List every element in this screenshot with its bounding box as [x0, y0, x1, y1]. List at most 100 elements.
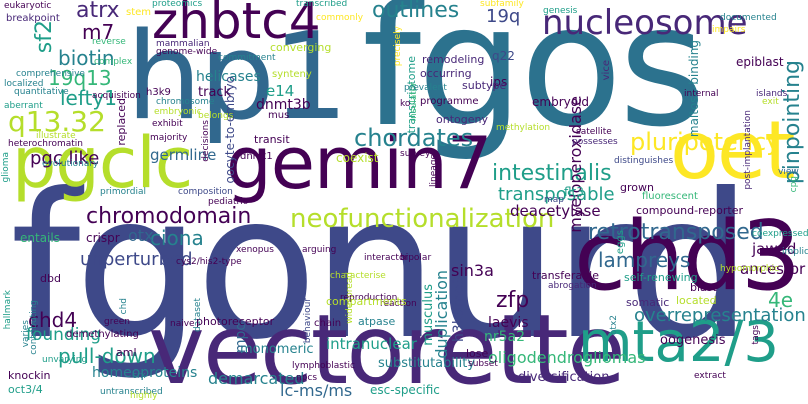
word-illustrate: evolutionary [42, 159, 99, 169]
word-subtype: subtype [462, 79, 507, 92]
word-oct3-4: oct3/4 [8, 383, 43, 396]
word-entails: entails [20, 231, 60, 245]
word-remodeling: remodeling [422, 53, 485, 66]
word-otx: otx [128, 226, 154, 245]
word-precisely: reverse [92, 37, 126, 47]
word-blast: blast [690, 281, 717, 294]
word-q13-32: q13.32 [8, 105, 106, 138]
word-vectorette: vectorette [148, 294, 626, 404]
word-crx: dbd [40, 272, 61, 285]
word-survey: survey [400, 149, 431, 159]
word-view: view [778, 167, 799, 177]
word-zhbtc4: zhbtc4 [152, 0, 321, 50]
word-unperturbed: unperturbed [80, 249, 193, 270]
word-cys2-his2-type: arguing [302, 245, 337, 255]
word-reaction: lymphoblastic [292, 361, 355, 371]
word-proteomics: proteomics [152, 0, 203, 9]
word-germline: germline [150, 146, 217, 164]
word-vice: vice [601, 60, 612, 81]
word-mus: mus [268, 110, 290, 121]
word-substitutability: substitutability [378, 356, 476, 371]
word-ips: ips [490, 75, 508, 89]
word-chd: crx [132, 371, 146, 381]
word-flt3: flt3 [564, 185, 584, 199]
word-xenopus: reproduction [340, 293, 398, 303]
word-chromodomain: chromodomain [86, 204, 252, 229]
word-track: track [198, 85, 232, 100]
word-jawed: jawed [752, 240, 797, 258]
word-majority: embryonic [154, 107, 202, 117]
word-breakpoint: breakpoint [6, 13, 60, 24]
word-chd3: chd3 [574, 202, 801, 312]
word-oligodendrogliomas: oligodendrogliomas [488, 348, 646, 367]
word-genesis: genesis [543, 6, 578, 16]
word-prevalent: precisely [393, 26, 403, 67]
word-pluripotency: pluripotency [630, 128, 781, 156]
word-internal: internal [684, 89, 719, 99]
word-esc-specific: esc-specific [370, 383, 440, 397]
word-islands: islands [756, 89, 788, 99]
word-composition: xenopus [236, 245, 274, 255]
word-subfamily: subfamily [480, 0, 524, 9]
word-behaviour: bipolar [400, 253, 432, 263]
word-exit: exit [762, 97, 779, 107]
word-duplication: duplication [432, 270, 451, 359]
word-commitment: heterochromatin [8, 139, 83, 149]
word-sf2: sf2 [32, 20, 57, 54]
word-hallmark: unvarying [42, 355, 88, 365]
word-transposable: transposable [498, 184, 615, 205]
word-ontogeny: ontogeny [436, 113, 488, 126]
word-map: subset [468, 359, 498, 369]
word-belongs: chromosome [156, 97, 215, 107]
word-crispr: crispr [86, 231, 120, 245]
word-e14: e14 [266, 82, 295, 100]
word-eggs: eggs [615, 230, 626, 255]
word-untranscribed: otx2 [609, 315, 619, 336]
word-nucleosome: nucleosome [542, 3, 748, 43]
word-pull-down: pull-down [58, 344, 156, 368]
word-reverse: comprehensive [16, 69, 85, 79]
word-pediatric: composition [178, 187, 233, 197]
word-intestinalis: intestinalis [492, 161, 612, 186]
word-chordates: chordates [354, 124, 474, 152]
word-compartments: tags [751, 325, 761, 345]
word-mammalian: commitment [218, 53, 276, 63]
word-self-renewing: self-renewing [624, 271, 698, 284]
word-replaced: exhibit [152, 119, 183, 129]
word-heterochromatin: replaced [115, 98, 128, 146]
word-localized: mammalian [156, 39, 210, 49]
word-extract: lineage [429, 154, 439, 188]
word-cpg: cpg [789, 176, 799, 193]
word-dbd: chain [314, 318, 342, 329]
word-h3k9: h3k9 [146, 87, 171, 98]
word-embryoid: embryoid [532, 95, 590, 109]
word-glioma: primordial [100, 187, 146, 197]
word-nonrandom: documented [720, 13, 777, 23]
word-methylation: chd [119, 298, 129, 315]
word-lymphoblastic: interactor [364, 253, 409, 263]
word-dataset: contributing [29, 300, 39, 355]
word-reproduction: abrogation [548, 281, 597, 291]
word-monomeric: monomeric [240, 342, 314, 357]
word-arguing: transferable [532, 269, 599, 282]
word-characterise: aml [116, 346, 137, 359]
word-embryonic: acquisition [92, 91, 141, 101]
word-compound-reporter: compound-reporter [636, 204, 743, 217]
word-gemin7: gemin7 [226, 121, 493, 205]
word-remodelling: methylation [496, 123, 551, 133]
word-fgonurd: fgonurd [10, 151, 753, 384]
word-otx2: located [676, 294, 717, 307]
word-neofunctionalization: neofunctionalization [290, 204, 555, 234]
word-implicated: implicated [782, 247, 808, 257]
word-atrx: atrx [76, 0, 120, 23]
word-stem: stem [126, 7, 152, 18]
word-4e: 4e [768, 288, 794, 312]
word-dnmt1: dnmt1 [240, 151, 273, 162]
word-grown: grown [620, 181, 654, 194]
word-homeoproteins: homeoproteins [92, 365, 198, 381]
word-acquisition: aberrant [4, 101, 43, 111]
word-intranuclear: intranuclear [326, 335, 417, 353]
word-dnmt3b: dnmt3b [256, 97, 311, 113]
word-lc-ms-ms: lc-ms/ms [280, 381, 353, 400]
